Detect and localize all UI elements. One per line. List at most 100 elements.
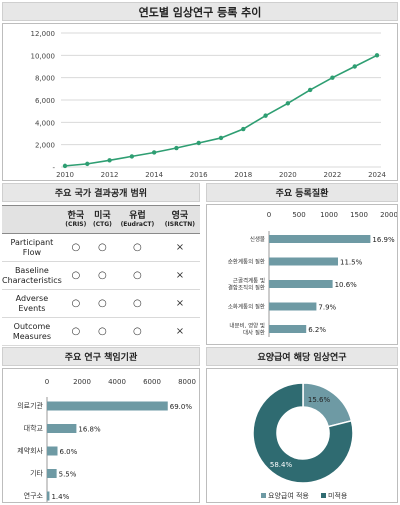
page-title-bar: 연도별 임상연구 등록 추이 — [2, 2, 398, 21]
data-point — [107, 158, 112, 163]
table-cell: ○ — [89, 233, 115, 262]
table-cell: ○ — [115, 233, 160, 262]
data-label: 6.2% — [308, 326, 326, 334]
data-point — [352, 64, 357, 69]
legend-label: 요양급여 적용 — [268, 491, 309, 500]
table-cell: × — [159, 261, 200, 290]
insurance-title: 요양급여 해당 임상연구 — [257, 353, 347, 363]
x-tick-label: 0 — [267, 211, 271, 219]
category-label: 내분비, 영양 및 — [229, 322, 265, 330]
col-usa: 미국 (CTG) — [89, 205, 115, 234]
bar — [269, 302, 317, 311]
category-label: 의료기관 — [17, 401, 43, 410]
data-point — [374, 53, 380, 58]
data-point — [218, 135, 224, 141]
x-tick-label: 2000 — [73, 378, 91, 386]
table-row: Outcome Measures ○ ○ ○ × — [2, 317, 200, 346]
y-tick-label: 2,000 — [35, 142, 55, 150]
x-tick-label: 4000 — [108, 378, 126, 386]
table-row: Adverse Events ○ ○ ○ × — [2, 289, 200, 318]
category-label: 제약회사 — [17, 446, 43, 455]
table-cell: ○ — [89, 289, 115, 318]
institutions-title: 주요 연구 책임기관 — [64, 353, 138, 363]
table-cell: ○ — [89, 317, 115, 346]
row-label: Participant Flow — [2, 233, 62, 262]
table-header-row: 한국 (CRIS) 미국 (CTG) 유럽 (EudraCT) 영국 (ISRCTN) — [2, 205, 200, 234]
y-tick-label: 10,000 — [31, 52, 56, 60]
table-cell: ○ — [89, 261, 115, 290]
disclosure-table: 한국 (CRIS) 미국 (CTG) 유럽 (EudraCT) 영국 (ISRCTN) … — [2, 205, 200, 346]
x-tick-label: 2000 — [380, 211, 397, 219]
data-label: 69.0% — [170, 403, 193, 411]
diseases-title: 주요 등록질환 — [275, 189, 329, 199]
table-cell: × — [159, 233, 200, 262]
slice-label: 58.4% — [270, 461, 293, 469]
legend-swatch — [321, 493, 326, 498]
legend-swatch — [261, 493, 266, 498]
category-label: 근골격계통 및 — [233, 277, 265, 285]
x-tick-label: 6000 — [143, 378, 161, 386]
category-label: 기타 — [30, 469, 43, 478]
col-europe: 유럽 (EudraCT) — [115, 205, 160, 234]
data-label: 11.5% — [340, 259, 363, 267]
table-cell: ○ — [61, 233, 90, 262]
disclosure-header: 주요 국가 결과공개 범위 — [2, 183, 200, 202]
x-tick-label: 2012 — [101, 171, 119, 179]
data-label: 5.5% — [59, 471, 77, 479]
x-tick-label: 500 — [292, 211, 305, 219]
institutions-bar-chart: 0 2000 4000 6000 8000 의료기관 69.0% 대학교 16.8% 제약회사 6.… — [17, 378, 196, 505]
bar — [47, 446, 58, 456]
table-cell: × — [159, 317, 200, 346]
data-point — [151, 150, 157, 155]
data-label: 7.9% — [318, 304, 336, 312]
table-cell: ○ — [115, 317, 160, 346]
pie-slice — [302, 382, 353, 428]
data-point — [241, 126, 246, 132]
x-tick-label: 2022 — [324, 171, 342, 179]
x-tick-label: 2010 — [56, 171, 74, 179]
bar — [47, 401, 168, 411]
x-tick-label: 1500 — [350, 211, 368, 219]
x-tick-label: 8000 — [178, 378, 196, 386]
diseases-chart-panel: 0 500 1000 1500 2000 신생물 16.9% 순환계통의 질환 11.5% 근골격… — [206, 204, 398, 345]
institutions-header: 주요 연구 책임기관 — [2, 347, 200, 366]
bar — [269, 235, 371, 243]
row-label: Baseline Characteristics — [2, 261, 62, 290]
table-cell: ○ — [61, 317, 90, 346]
series-line — [64, 54, 378, 167]
pie-slice — [252, 382, 354, 484]
diseases-bar-chart: 0 500 1000 1500 2000 신생물 16.9% 순환계통의 질환 11.5% 근골격… — [228, 211, 398, 337]
institutions-chart-panel: 0 2000 4000 6000 8000 의료기관 69.0% 대학교 16.8% 제약회사 6.… — [2, 368, 200, 505]
table-corner — [2, 205, 62, 234]
table-cell: ○ — [115, 289, 160, 318]
data-point — [62, 163, 68, 169]
diseases-header: 주요 등록질환 — [206, 183, 398, 202]
category-label: 신생물 — [250, 235, 265, 243]
y-tick-label: 6,000 — [35, 97, 55, 105]
x-tick-label: 2014 — [145, 171, 163, 179]
bar — [47, 424, 77, 433]
data-point — [330, 75, 335, 80]
bar — [47, 469, 57, 478]
data-label: 10.6% — [335, 281, 358, 289]
bar — [269, 257, 338, 266]
trend-chart-panel: - 2,000 4,000 6,000 8,000 10,000 12,000 2010 201… — [2, 23, 398, 181]
legend-label: 미적용 — [328, 491, 348, 500]
data-point — [129, 154, 135, 159]
category-label: 순환계통의 질환 — [228, 258, 265, 266]
y-tick-label: 8,000 — [35, 75, 55, 83]
row-label: Outcome Measures — [2, 317, 62, 346]
data-point — [285, 101, 291, 106]
x-tick-label: 2018 — [234, 171, 252, 179]
bar — [269, 280, 333, 288]
x-tick-label: 2020 — [279, 171, 297, 179]
slice-label: 15.6% — [308, 396, 331, 404]
table-row: Baseline Characteristics ○ ○ ○ × — [2, 261, 200, 290]
insurance-header: 요양급여 해당 임상연구 — [206, 347, 398, 366]
data-point — [307, 87, 313, 93]
col-korea: 한국 (CRIS) — [61, 205, 90, 234]
x-tick-label: 1000 — [320, 211, 338, 219]
y-tick-label: 12,000 — [31, 30, 56, 38]
data-label: 16.8% — [78, 426, 101, 434]
category-label: 대사 질환 — [243, 329, 265, 337]
